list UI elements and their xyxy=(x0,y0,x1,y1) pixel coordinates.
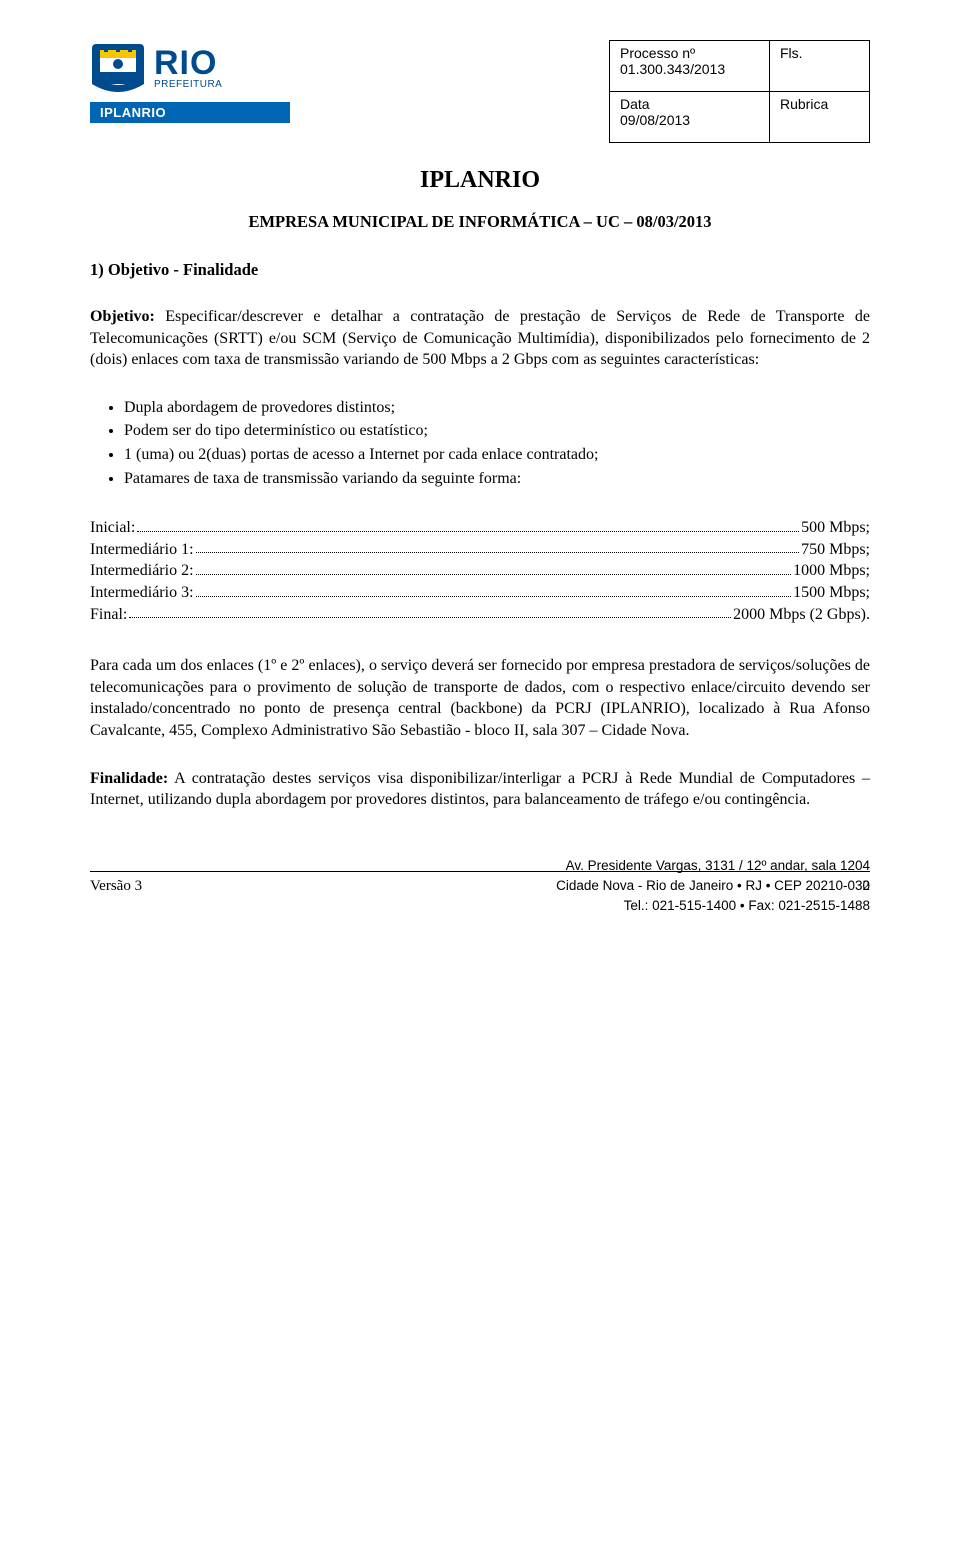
section-1-heading: 1) Objetivo - Finalidade xyxy=(90,260,870,280)
dot-leader xyxy=(129,601,731,619)
data-value: 09/08/2013 xyxy=(620,112,759,128)
dot-leader xyxy=(137,514,799,532)
process-metadata-table: Processo nº 01.300.343/2013 Fls. Data 09… xyxy=(609,40,870,143)
footer-contact: Av. Presidente Vargas, 3131 / 12º andar,… xyxy=(556,856,870,917)
tier-value: 2000 Mbps (2 Gbps). xyxy=(733,604,870,626)
version-label: Versão 3 xyxy=(90,878,142,895)
address-line-1: Av. Presidente Vargas, 3131 / 12º andar,… xyxy=(556,856,870,876)
finalidade-text: A contratação destes serviços visa dispo… xyxy=(90,770,870,809)
address-line-3: Tel.: 021-515-1400 • Fax: 021-2515-1488 xyxy=(556,896,870,916)
tier-row: Final: 2000 Mbps (2 Gbps). xyxy=(90,604,870,626)
rubrica-label: Rubrica xyxy=(780,96,859,112)
dot-leader xyxy=(196,579,792,597)
list-item: 1 (uma) ou 2(duas) portas de acesso a In… xyxy=(124,444,870,466)
data-label: Data xyxy=(620,96,759,112)
tier-value: 750 Mbps; xyxy=(801,539,870,561)
fls-label: Fls. xyxy=(780,45,859,61)
tier-label: Final: xyxy=(90,604,127,626)
processo-value: 01.300.343/2013 xyxy=(620,61,759,77)
tier-value: 1000 Mbps; xyxy=(793,560,870,582)
objetivo-text: Especificar/descrever e detalhar a contr… xyxy=(90,308,870,368)
tier-value: 1500 Mbps; xyxy=(793,582,870,604)
tier-label: Intermediário 1: xyxy=(90,539,194,561)
list-item: Podem ser do tipo determinístico ou esta… xyxy=(124,420,870,442)
objetivo-paragraph: Objetivo: Especificar/descrever e detalh… xyxy=(90,306,870,371)
objetivo-label: Objetivo: xyxy=(90,308,155,325)
processo-label: Processo nº xyxy=(620,45,759,61)
brand-title: RIO xyxy=(154,46,222,80)
brand-subtitle: PREFEITURA xyxy=(154,80,222,90)
header: RIO PREFEITURA IPLANRIO Processo nº 01.3… xyxy=(90,40,870,143)
finalidade-label: Finalidade: xyxy=(90,770,168,787)
document-title: IPLANRIO xyxy=(90,167,870,194)
tier-label: Intermediário 2: xyxy=(90,560,194,582)
list-item: Dupla abordagem de provedores distintos; xyxy=(124,397,870,419)
tier-label: Inicial: xyxy=(90,517,135,539)
enlaces-paragraph: Para cada um dos enlaces (1º e 2º enlace… xyxy=(90,655,870,741)
logo-block: RIO PREFEITURA IPLANRIO xyxy=(90,40,290,123)
dot-leader xyxy=(196,557,792,575)
dot-leader xyxy=(196,536,800,554)
rio-shield-icon xyxy=(90,40,146,96)
bandwidth-tiers: Inicial: 500 Mbps; Intermediário 1: 750 … xyxy=(90,517,870,625)
list-item: Patamares de taxa de transmissão variand… xyxy=(124,468,870,490)
tier-value: 500 Mbps; xyxy=(801,517,870,539)
iplanrio-bar: IPLANRIO xyxy=(90,102,290,123)
address-line-2: Cidade Nova - Rio de Janeiro • RJ • CEP … xyxy=(556,876,870,896)
document-subtitle: EMPRESA MUNICIPAL DE INFORMÁTICA – UC – … xyxy=(90,212,870,232)
finalidade-paragraph: Finalidade: A contratação destes serviço… xyxy=(90,768,870,811)
characteristics-list: Dupla abordagem de provedores distintos;… xyxy=(124,397,870,489)
